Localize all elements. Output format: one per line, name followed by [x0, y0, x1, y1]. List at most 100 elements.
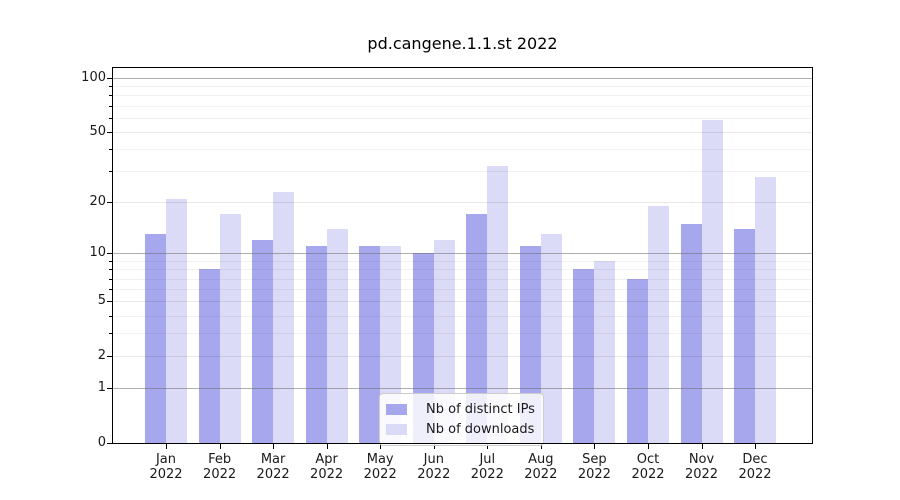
plot-area: Nb of distinct IPs Nb of downloads: [112, 67, 813, 446]
x-tick-label-Apr: Apr 2022: [299, 452, 355, 482]
gridline-minor-4: [113, 315, 812, 317]
y-tick-label-0: 0: [97, 435, 106, 450]
gridline-2: [113, 356, 812, 358]
y-tick-label-1: 1: [97, 380, 106, 396]
bar-distinct-ips-May: [359, 246, 381, 443]
y-minor-tick-80: [109, 95, 113, 97]
y-tick-mark-2: [107, 356, 113, 358]
bar-distinct-ips-Feb: [198, 269, 220, 443]
x-tick-month: Jan: [155, 452, 177, 467]
bar-distinct-ips-Mar: [252, 240, 274, 443]
bar-distinct-ips-Oct: [627, 278, 648, 443]
x-tick-month: Mar: [260, 452, 286, 467]
x-tick-month: Jun: [423, 452, 444, 467]
x-tick-month: Apr: [315, 452, 338, 467]
bar-downloads-Sep: [594, 260, 616, 443]
legend-swatch-downloads: [386, 423, 407, 435]
bar-downloads-Dec: [755, 176, 776, 443]
x-tick-label-Jan: Jan 2022: [138, 452, 194, 482]
legend-swatch-distinct-ips: [386, 403, 407, 415]
bar-distinct-ips-Nov: [680, 223, 702, 443]
x-tick-mark-Feb: [219, 443, 221, 449]
x-tick-month: Feb: [208, 452, 232, 467]
y-minor-tick-70: [109, 105, 113, 107]
gridline-minor-90: [113, 86, 812, 88]
x-tick-month: Aug: [528, 452, 554, 467]
y-minor-tick-6: [109, 289, 113, 291]
x-tick-label-Jun: Jun 2022: [406, 452, 462, 482]
gridline-minor-3: [113, 333, 812, 335]
bar-distinct-ips-Jul: [466, 214, 488, 443]
x-tick-label-Dec: Dec 2022: [727, 452, 783, 482]
x-tick-mark-Sep: [594, 443, 596, 449]
x-tick-month: Jul: [479, 452, 496, 467]
bar-distinct-ips-Dec: [734, 228, 755, 443]
x-tick-label-Nov: Nov 2022: [674, 452, 730, 482]
bar-downloads-Feb: [219, 214, 241, 443]
x-tick-mark-Aug: [540, 443, 542, 449]
bar-downloads-Mar: [273, 191, 295, 443]
x-tick-mark-Nov: [701, 443, 703, 449]
x-tick-year: 2022: [631, 467, 665, 482]
x-tick-year: 2022: [738, 467, 772, 482]
gridline-minor-8: [113, 269, 812, 271]
bar-distinct-ips-Sep: [573, 269, 595, 443]
y-tick-label-10: 10: [89, 245, 106, 261]
x-tick-month: Nov: [688, 452, 715, 467]
y-minor-tick-8: [109, 269, 113, 271]
x-tick-label-May: May 2022: [352, 452, 408, 482]
x-tick-label-Mar: Mar 2022: [245, 452, 301, 482]
gridline-10: [113, 253, 812, 255]
x-tick-month: Oct: [636, 452, 660, 467]
y-tick-mark-1: [107, 388, 113, 390]
y-tick-mark-5: [107, 301, 113, 303]
bar-distinct-ips-Apr: [305, 246, 327, 443]
gridline-minor-40: [113, 149, 812, 151]
legend-row-downloads: Nb of downloads: [386, 419, 534, 439]
gridline-minor-60: [113, 117, 812, 119]
x-tick-year: 2022: [203, 467, 237, 482]
y-minor-tick-90: [109, 86, 113, 88]
gridline-minor-6: [113, 289, 812, 291]
x-tick-mark-Jul: [487, 443, 489, 449]
x-tick-year: 2022: [363, 467, 397, 482]
x-tick-month: Dec: [742, 452, 768, 467]
legend: Nb of distinct IPs Nb of downloads: [379, 393, 544, 446]
x-tick-label-Sep: Sep 2022: [566, 452, 622, 482]
y-minor-tick-40: [109, 149, 113, 151]
gridline-minor-7: [113, 278, 812, 280]
x-tick-year: 2022: [577, 467, 611, 482]
x-tick-month: Sep: [582, 452, 607, 467]
y-minor-tick-30: [109, 171, 113, 173]
x-tick-year: 2022: [256, 467, 290, 482]
y-minor-tick-3: [109, 333, 113, 335]
x-tick-month: May: [366, 452, 394, 467]
x-tick-year: 2022: [524, 467, 558, 482]
y-tick-mark-100: [107, 77, 113, 79]
y-tick-label-20: 20: [89, 194, 106, 210]
x-tick-label-Oct: Oct 2022: [620, 452, 676, 482]
y-tick-label-50: 50: [89, 124, 106, 139]
x-tick-mark-May: [380, 443, 382, 449]
bar-distinct-ips-Jan: [145, 234, 166, 443]
gridline-20: [113, 202, 812, 204]
x-tick-mark-Dec: [755, 443, 756, 449]
y-tick-label-100: 100: [81, 69, 106, 85]
y-tick-label-5: 5: [97, 293, 106, 309]
bar-downloads-Nov: [701, 120, 723, 443]
x-tick-label-Jul: Jul 2022: [459, 452, 515, 482]
x-tick-year: 2022: [149, 467, 183, 482]
x-tick-year: 2022: [470, 467, 504, 482]
legend-row-distinct-ips: Nb of distinct IPs: [386, 399, 535, 419]
x-tick-year: 2022: [310, 467, 344, 482]
y-tick-mark-20: [107, 202, 113, 204]
y-minor-tick-7: [109, 278, 113, 280]
chart-title: pd.cangene.1.1.st 2022: [367, 34, 558, 53]
y-minor-tick-60: [109, 117, 113, 119]
legend-label-distinct-ips: Nb of distinct IPs: [426, 401, 535, 417]
x-tick-label-Feb: Feb 2022: [192, 452, 248, 482]
gridline-100: [113, 77, 812, 79]
bar-downloads-Aug: [540, 234, 562, 443]
x-tick-mark-Oct: [648, 443, 649, 449]
